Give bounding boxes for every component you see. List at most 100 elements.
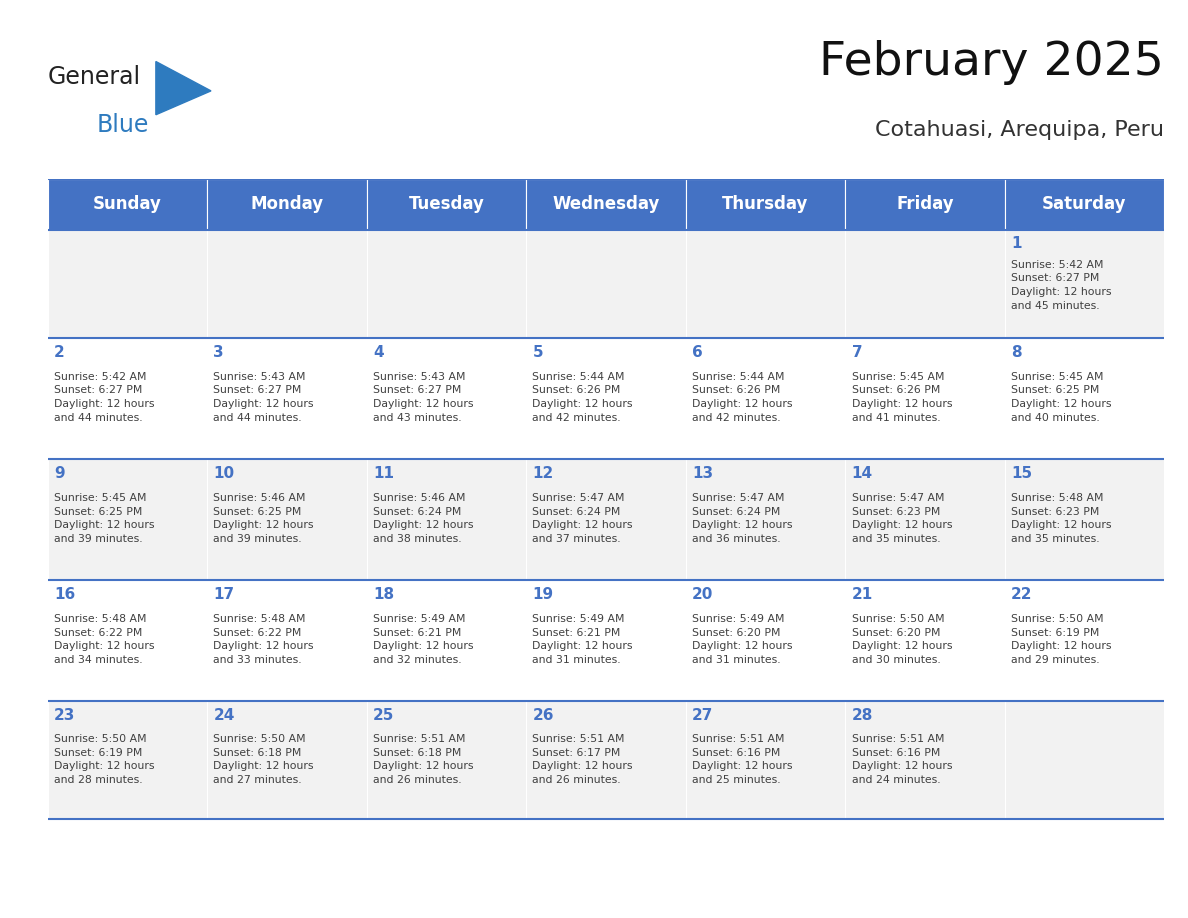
Text: 14: 14 (852, 466, 873, 481)
Text: 18: 18 (373, 588, 394, 602)
Text: Tuesday: Tuesday (409, 196, 485, 213)
Text: 17: 17 (214, 588, 234, 602)
Text: Sunrise: 5:43 AM
Sunset: 6:27 PM
Daylight: 12 hours
and 43 minutes.: Sunrise: 5:43 AM Sunset: 6:27 PM Dayligh… (373, 372, 474, 422)
Text: 3: 3 (214, 345, 225, 360)
Text: 28: 28 (852, 709, 873, 723)
Text: Sunrise: 5:50 AM
Sunset: 6:19 PM
Daylight: 12 hours
and 28 minutes.: Sunrise: 5:50 AM Sunset: 6:19 PM Dayligh… (53, 734, 154, 785)
Text: 11: 11 (373, 466, 394, 481)
Text: 26: 26 (532, 709, 554, 723)
Bar (207, 701, 367, 819)
Text: 1: 1 (1011, 236, 1022, 251)
Bar (845, 701, 1005, 819)
Text: Sunrise: 5:47 AM
Sunset: 6:24 PM
Daylight: 12 hours
and 36 minutes.: Sunrise: 5:47 AM Sunset: 6:24 PM Dayligh… (693, 493, 792, 543)
Text: February 2025: February 2025 (820, 39, 1164, 84)
Bar (845, 230, 1005, 338)
Text: Cotahuasi, Arequipa, Peru: Cotahuasi, Arequipa, Peru (876, 120, 1164, 140)
Text: 8: 8 (1011, 345, 1022, 360)
Text: Monday: Monday (251, 196, 323, 213)
Bar (207, 580, 367, 701)
Bar (48, 701, 207, 819)
Text: Sunrise: 5:45 AM
Sunset: 6:25 PM
Daylight: 12 hours
and 40 minutes.: Sunrise: 5:45 AM Sunset: 6:25 PM Dayligh… (1011, 372, 1112, 422)
Text: Sunrise: 5:44 AM
Sunset: 6:26 PM
Daylight: 12 hours
and 42 minutes.: Sunrise: 5:44 AM Sunset: 6:26 PM Dayligh… (532, 372, 633, 422)
Text: Sunday: Sunday (93, 196, 162, 213)
Bar (526, 230, 685, 338)
Text: 16: 16 (53, 588, 75, 602)
Text: 5: 5 (532, 345, 543, 360)
Bar (685, 230, 845, 338)
Bar (526, 580, 685, 701)
Bar (845, 580, 1005, 701)
Bar (685, 701, 845, 819)
Text: Sunrise: 5:48 AM
Sunset: 6:23 PM
Daylight: 12 hours
and 35 minutes.: Sunrise: 5:48 AM Sunset: 6:23 PM Dayligh… (1011, 493, 1112, 543)
Bar (367, 580, 526, 701)
Text: 27: 27 (693, 709, 714, 723)
Text: 4: 4 (373, 345, 384, 360)
Text: Sunrise: 5:51 AM
Sunset: 6:16 PM
Daylight: 12 hours
and 24 minutes.: Sunrise: 5:51 AM Sunset: 6:16 PM Dayligh… (852, 734, 952, 785)
Bar (1005, 338, 1164, 459)
Text: Blue: Blue (97, 113, 150, 137)
Bar (207, 179, 367, 230)
Bar (367, 459, 526, 580)
Bar (207, 338, 367, 459)
Bar (1005, 701, 1164, 819)
Bar (1005, 230, 1164, 338)
Bar (1005, 179, 1164, 230)
Bar (48, 459, 207, 580)
Text: Sunrise: 5:45 AM
Sunset: 6:25 PM
Daylight: 12 hours
and 39 minutes.: Sunrise: 5:45 AM Sunset: 6:25 PM Dayligh… (53, 493, 154, 543)
Bar (48, 179, 207, 230)
Text: Sunrise: 5:47 AM
Sunset: 6:23 PM
Daylight: 12 hours
and 35 minutes.: Sunrise: 5:47 AM Sunset: 6:23 PM Dayligh… (852, 493, 952, 543)
Text: 20: 20 (693, 588, 714, 602)
Text: 15: 15 (1011, 466, 1032, 481)
Text: 6: 6 (693, 345, 703, 360)
Bar (526, 179, 685, 230)
Bar (207, 459, 367, 580)
Bar (48, 230, 207, 338)
Text: Sunrise: 5:42 AM
Sunset: 6:27 PM
Daylight: 12 hours
and 45 minutes.: Sunrise: 5:42 AM Sunset: 6:27 PM Dayligh… (1011, 260, 1112, 310)
Text: Saturday: Saturday (1042, 196, 1126, 213)
Bar (1005, 580, 1164, 701)
Text: 21: 21 (852, 588, 873, 602)
Text: Sunrise: 5:49 AM
Sunset: 6:21 PM
Daylight: 12 hours
and 31 minutes.: Sunrise: 5:49 AM Sunset: 6:21 PM Dayligh… (532, 614, 633, 665)
Text: 9: 9 (53, 466, 64, 481)
Text: 2: 2 (53, 345, 64, 360)
Text: Sunrise: 5:44 AM
Sunset: 6:26 PM
Daylight: 12 hours
and 42 minutes.: Sunrise: 5:44 AM Sunset: 6:26 PM Dayligh… (693, 372, 792, 422)
Text: Sunrise: 5:51 AM
Sunset: 6:16 PM
Daylight: 12 hours
and 25 minutes.: Sunrise: 5:51 AM Sunset: 6:16 PM Dayligh… (693, 734, 792, 785)
Text: Wednesday: Wednesday (552, 196, 659, 213)
Text: 7: 7 (852, 345, 862, 360)
Bar (845, 179, 1005, 230)
Text: Sunrise: 5:51 AM
Sunset: 6:17 PM
Daylight: 12 hours
and 26 minutes.: Sunrise: 5:51 AM Sunset: 6:17 PM Dayligh… (532, 734, 633, 785)
Text: Sunrise: 5:50 AM
Sunset: 6:20 PM
Daylight: 12 hours
and 30 minutes.: Sunrise: 5:50 AM Sunset: 6:20 PM Dayligh… (852, 614, 952, 665)
Text: 12: 12 (532, 466, 554, 481)
Bar (48, 338, 207, 459)
Text: Sunrise: 5:43 AM
Sunset: 6:27 PM
Daylight: 12 hours
and 44 minutes.: Sunrise: 5:43 AM Sunset: 6:27 PM Dayligh… (214, 372, 314, 422)
Bar (367, 701, 526, 819)
Bar (367, 179, 526, 230)
Bar (1005, 459, 1164, 580)
Text: General: General (48, 65, 140, 89)
Text: Friday: Friday (896, 196, 954, 213)
Text: 19: 19 (532, 588, 554, 602)
Text: Sunrise: 5:49 AM
Sunset: 6:21 PM
Daylight: 12 hours
and 32 minutes.: Sunrise: 5:49 AM Sunset: 6:21 PM Dayligh… (373, 614, 474, 665)
Bar (367, 338, 526, 459)
Text: Thursday: Thursday (722, 196, 809, 213)
Bar (685, 580, 845, 701)
Bar (685, 179, 845, 230)
Text: 22: 22 (1011, 588, 1032, 602)
Text: Sunrise: 5:48 AM
Sunset: 6:22 PM
Daylight: 12 hours
and 34 minutes.: Sunrise: 5:48 AM Sunset: 6:22 PM Dayligh… (53, 614, 154, 665)
Text: Sunrise: 5:48 AM
Sunset: 6:22 PM
Daylight: 12 hours
and 33 minutes.: Sunrise: 5:48 AM Sunset: 6:22 PM Dayligh… (214, 614, 314, 665)
Text: Sunrise: 5:51 AM
Sunset: 6:18 PM
Daylight: 12 hours
and 26 minutes.: Sunrise: 5:51 AM Sunset: 6:18 PM Dayligh… (373, 734, 474, 785)
Bar (367, 230, 526, 338)
Text: 24: 24 (214, 709, 235, 723)
Text: Sunrise: 5:50 AM
Sunset: 6:19 PM
Daylight: 12 hours
and 29 minutes.: Sunrise: 5:50 AM Sunset: 6:19 PM Dayligh… (1011, 614, 1112, 665)
Text: Sunrise: 5:46 AM
Sunset: 6:25 PM
Daylight: 12 hours
and 39 minutes.: Sunrise: 5:46 AM Sunset: 6:25 PM Dayligh… (214, 493, 314, 543)
Text: Sunrise: 5:42 AM
Sunset: 6:27 PM
Daylight: 12 hours
and 44 minutes.: Sunrise: 5:42 AM Sunset: 6:27 PM Dayligh… (53, 372, 154, 422)
Bar (845, 338, 1005, 459)
Text: 25: 25 (373, 709, 394, 723)
Text: 23: 23 (53, 709, 75, 723)
Text: 10: 10 (214, 466, 234, 481)
Bar (526, 701, 685, 819)
Bar (526, 459, 685, 580)
Bar (845, 459, 1005, 580)
Text: Sunrise: 5:45 AM
Sunset: 6:26 PM
Daylight: 12 hours
and 41 minutes.: Sunrise: 5:45 AM Sunset: 6:26 PM Dayligh… (852, 372, 952, 422)
Bar (685, 459, 845, 580)
